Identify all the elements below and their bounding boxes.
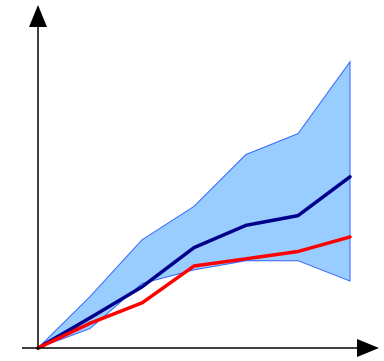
confidence-band [37,60,351,349]
y-axis-arrow [29,5,47,27]
x-axis-arrow [357,339,379,357]
series-line-median [36,235,352,350]
series-line-mean [36,175,352,350]
band-layer [37,60,351,349]
axes-layer [22,5,379,357]
series-layer [36,175,352,350]
